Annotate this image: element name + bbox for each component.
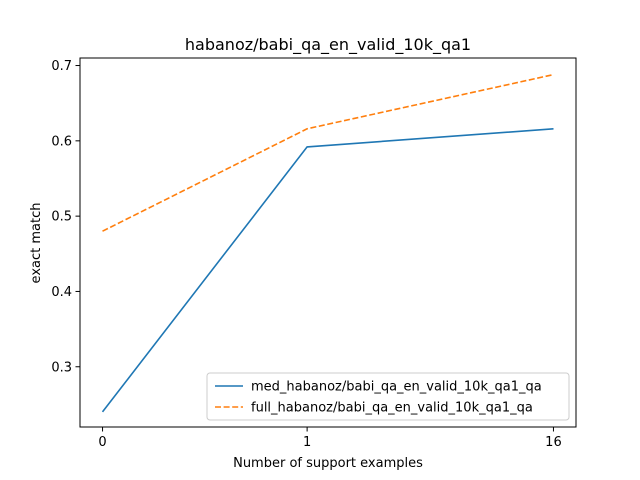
plot-area: 0 1 16 0.3 0.4 0.5 0.6 0.7	[51, 57, 577, 450]
series-line-1	[101, 128, 554, 413]
x-axis-label: Number of support examples	[233, 456, 423, 471]
plot-frame	[79, 57, 577, 428]
x-tick-label: 0	[98, 435, 106, 450]
y-tick-label: 0.5	[51, 210, 72, 225]
legend: med_habanoz/babi_qa_en_valid_10k_qa1_qaf…	[206, 372, 570, 421]
y-tick-label: 0.7	[51, 59, 72, 74]
legend-label-2: full_habanoz/babi_qa_en_valid_10k_qa1_qa	[251, 401, 533, 416]
legend-box	[206, 372, 570, 421]
y-axis-label: exact match	[29, 203, 44, 284]
x-tick-label: 1	[303, 435, 311, 450]
y-tick-label: 0.6	[51, 134, 72, 149]
x-tick-label: 16	[545, 435, 562, 450]
y-tick-label: 0.3	[51, 360, 72, 375]
legend-label-1: med_habanoz/babi_qa_en_valid_10k_qa1_qa	[251, 380, 542, 395]
series-line-2	[102, 73, 554, 232]
y-tick-label: 0.4	[51, 285, 72, 300]
chart-title: habanoz/babi_qa_en_valid_10k_qa1	[185, 35, 471, 55]
